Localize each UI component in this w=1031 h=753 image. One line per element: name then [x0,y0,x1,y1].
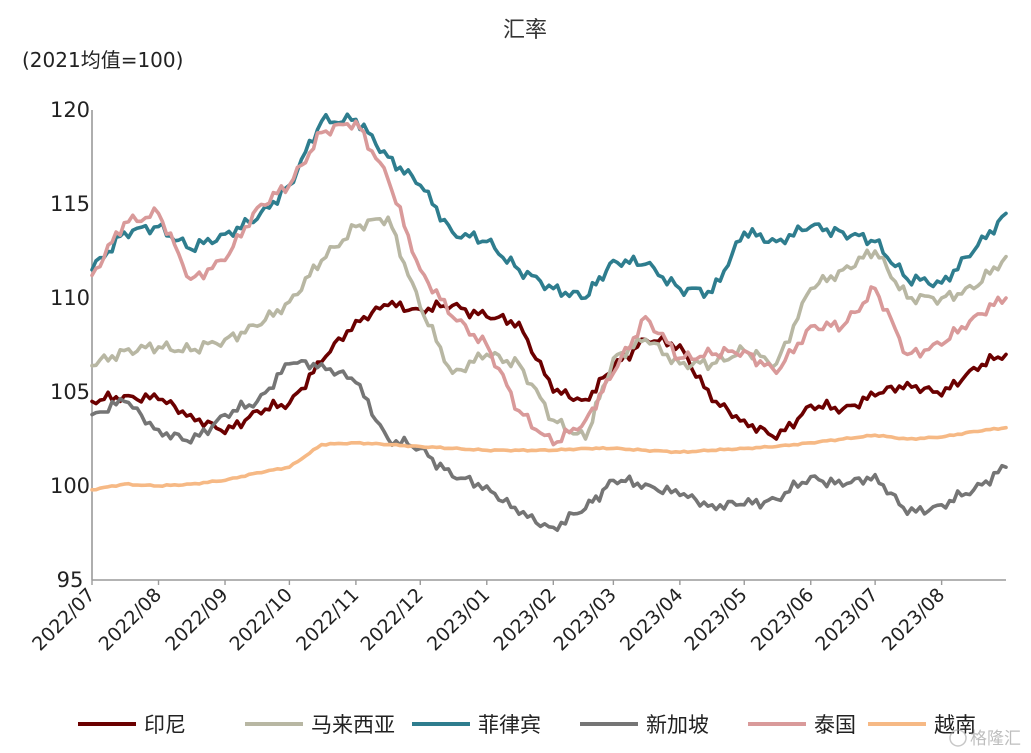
series-line-0 [90,299,1008,441]
x-tick-label: 2022/07 [28,584,99,655]
y-axis-ticks: 95 100 105 110 115 120 [50,98,90,592]
legend-label: 马来西亚 [311,713,395,737]
series-line-2 [90,112,1008,301]
x-tick-label: 2022/09 [161,584,232,655]
y-unit-label: (2021均值=100) [22,48,183,72]
series-line-4 [90,119,1008,447]
x-tick-label: 2022/08 [95,584,166,655]
y-tick-label: 95 [57,568,84,592]
x-tick-label: 2022/12 [356,584,427,655]
x-tick-label: 2023/01 [423,584,494,655]
legend-label: 泰国 [814,713,856,737]
x-tick-label: 2023/07 [811,584,882,655]
series-lines [90,112,1008,533]
legend: 印尼 马来西亚 菲律宾 新加坡 泰国 越南 [78,713,976,737]
x-tick-label: 2023/03 [550,584,621,655]
chart-title: 汇率 [503,18,547,43]
legend-label: 印尼 [144,713,186,737]
y-tick-label: 105 [50,380,90,404]
series-line-5 [90,425,1008,492]
y-tick-label: 115 [50,192,90,216]
y-tick-label: 120 [50,98,90,122]
x-tick-label: 2022/11 [292,584,363,655]
watermark-logo-icon [949,729,967,747]
y-tick-label: 110 [50,286,90,310]
x-axis-ticks: 2022/072022/082022/092022/102022/112022/… [28,580,949,655]
x-tick-label: 2023/08 [878,584,949,655]
watermark-text: 格隆汇 [970,729,1021,749]
watermark: 格隆汇 [949,729,1021,749]
x-tick-label: 2023/04 [616,584,687,655]
legend-label: 菲律宾 [478,713,541,737]
legend-label: 新加坡 [646,713,709,737]
x-tick-label: 2023/06 [747,584,818,655]
x-tick-label: 2023/02 [489,584,560,655]
series-line-1 [90,215,1008,441]
x-tick-label: 2022/10 [226,584,297,655]
series-line-3 [90,358,1008,533]
legend-label: 越南 [934,713,976,737]
y-tick-label: 100 [50,474,90,498]
x-tick-label: 2023/05 [680,584,751,655]
